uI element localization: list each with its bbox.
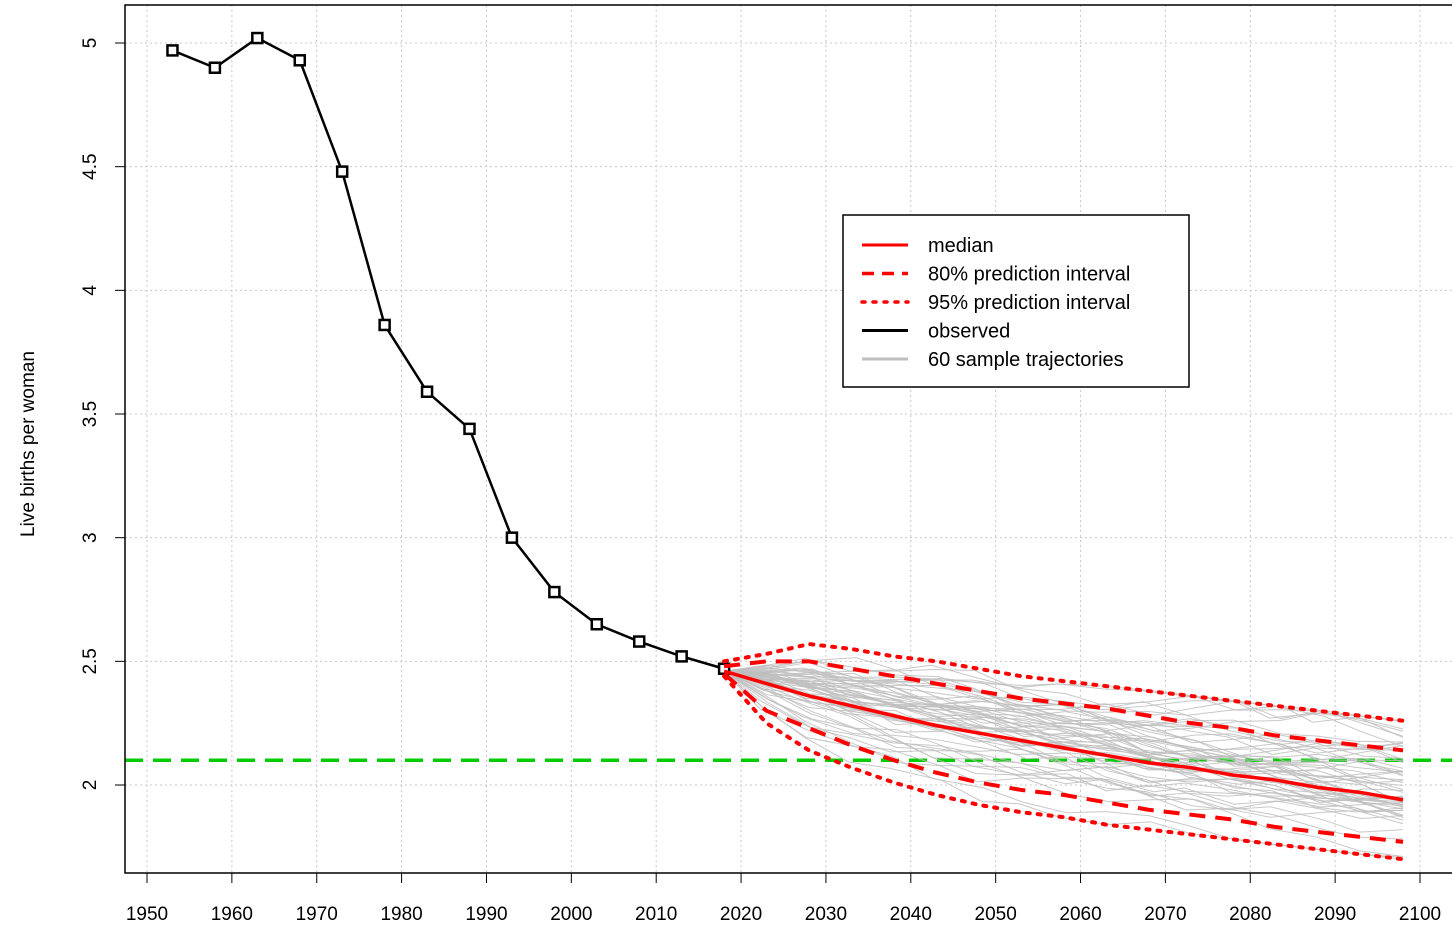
- sample-trajectory: [724, 670, 1404, 764]
- legend-label: observed: [928, 321, 1010, 343]
- legend: median 80% prediction interval 95% predict…: [842, 214, 1190, 388]
- x-tick-label: 2080: [1229, 904, 1271, 925]
- sample-trajectory: [723, 670, 1404, 779]
- sample-trajectory: [724, 669, 1404, 784]
- sample-trajectory: [724, 670, 1404, 804]
- sample-trajectory: [724, 669, 1404, 759]
- grid: [125, 5, 1452, 873]
- observed-point: [166, 44, 179, 57]
- sample-trajectory: [723, 670, 1404, 803]
- y-tick-label: 2: [80, 780, 101, 791]
- x-tick-label: 1960: [211, 904, 253, 925]
- sample-trajectory: [724, 670, 1404, 776]
- x-tick-label: 2050: [975, 904, 1017, 925]
- observed-point: [420, 385, 434, 398]
- x-tick-label: 1970: [296, 904, 338, 925]
- pi80-line: [722, 672, 1404, 844]
- observed-point: [251, 31, 264, 45]
- sample-trajectory: [724, 670, 1404, 793]
- x-tick-label: 2000: [550, 904, 592, 925]
- sample-trajectory: [724, 664, 1404, 739]
- observed-point: [463, 422, 476, 436]
- x-tick-label: 1950: [126, 904, 168, 925]
- x-tick-label: 2090: [1314, 904, 1356, 925]
- x-tick-label: 2070: [1144, 904, 1186, 925]
- sample-trajectory: [723, 670, 1404, 808]
- x-tick-label: 2010: [635, 904, 677, 925]
- sample-trajectory: [723, 670, 1404, 840]
- y-tick-label: 2.5: [80, 648, 101, 674]
- sample-trajectory: [723, 670, 1404, 769]
- y-tick-label: 3.5: [80, 401, 101, 427]
- legend-label: 95% prediction interval: [928, 292, 1130, 314]
- legend-label: 80% prediction interval: [928, 264, 1130, 286]
- observed-point: [505, 531, 519, 544]
- sample-trajectory: [723, 670, 1404, 825]
- sample-trajectory: [723, 670, 1404, 810]
- sample-trajectory: [723, 670, 1404, 833]
- sample-trajectory: [724, 670, 1404, 761]
- x-tick-label: 2030: [805, 904, 847, 925]
- y-tick-label: 3: [80, 532, 101, 543]
- observed-point: [632, 635, 646, 648]
- x-tick-label: 1990: [465, 904, 507, 925]
- plot-frame: [124, 4, 1452, 874]
- y-axis-label: Live births per woman: [18, 351, 39, 537]
- observed-point: [675, 650, 688, 663]
- axes: 1950 1960 1970 1980 1990 2000 2010 2020 2030 2040…: [80, 38, 1441, 925]
- x-tick-label: 2100: [1399, 904, 1441, 925]
- observed-point: [548, 585, 561, 599]
- pi95-line: [722, 674, 1406, 862]
- observed-point: [590, 617, 604, 631]
- observed-line: [171, 36, 725, 670]
- y-tick-label: 4.5: [80, 153, 101, 179]
- observed-point: [293, 54, 307, 67]
- sample-trajectory: [723, 670, 1404, 797]
- sample-trajectory: [723, 670, 1404, 820]
- observed-point: [335, 165, 349, 178]
- y-tick-label: 4: [80, 285, 101, 296]
- observed-point: [208, 61, 222, 74]
- series: [166, 31, 1406, 862]
- x-tick-label: 2060: [1059, 904, 1101, 925]
- pi80-line: [723, 659, 1404, 753]
- x-tick-label: 2020: [720, 904, 762, 925]
- legend-label: 60 sample trajectories: [928, 349, 1124, 371]
- y-tick-label: 5: [80, 38, 101, 49]
- x-tick-label: 1980: [380, 904, 422, 925]
- median-line: [723, 669, 1404, 802]
- legend-label: median: [928, 235, 994, 257]
- sample-trajectory: [723, 670, 1404, 813]
- observed-point: [378, 318, 391, 332]
- sample-trajectory: [724, 664, 1404, 732]
- sample-trajectory: [724, 670, 1404, 784]
- pi95-line: [722, 641, 1406, 723]
- x-tick-label: 2040: [890, 904, 932, 925]
- sample-trajectory: [724, 666, 1404, 730]
